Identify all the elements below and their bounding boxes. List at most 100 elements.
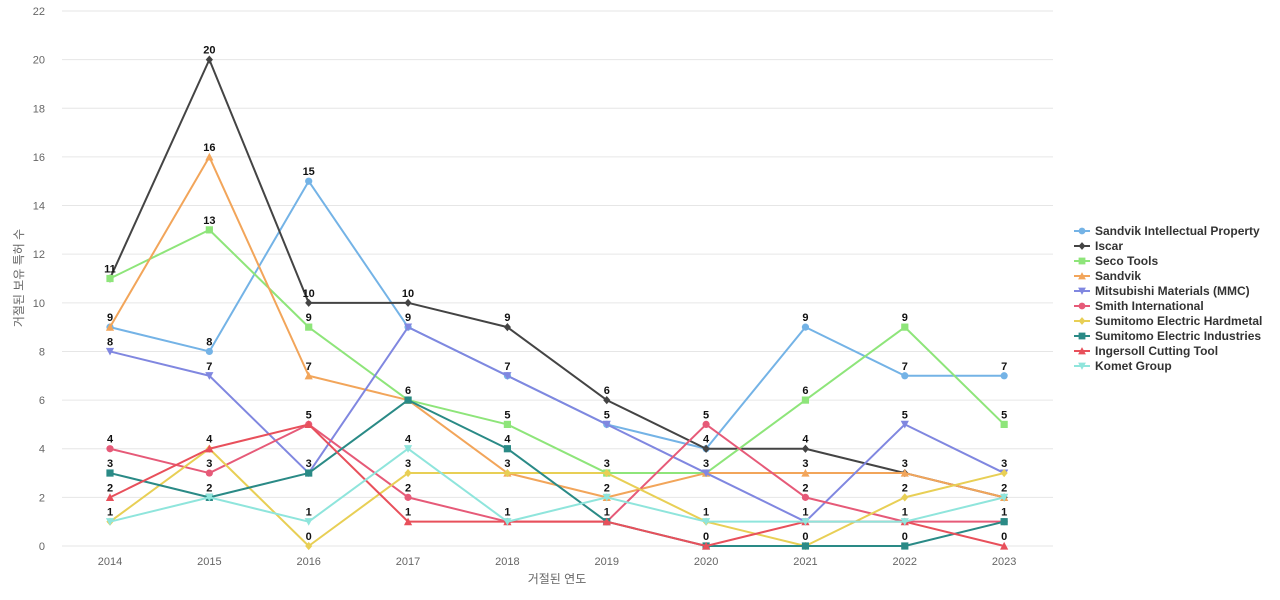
y-axis-ticks: 0 2 4 6 8 10 12 14 16 18 20 22 [33, 6, 45, 553]
data-label: 9 [504, 312, 510, 324]
data-point [105, 347, 115, 356]
data-point [602, 420, 611, 429]
legend-label: Komet Group [1095, 359, 1172, 373]
data-point [801, 518, 810, 526]
data-label: 3 [206, 458, 212, 470]
data-point [105, 323, 115, 331]
x-tick-label: 2022 [893, 556, 917, 568]
data-point [900, 518, 909, 526]
legend-label: Seco Tools [1095, 254, 1158, 268]
legend-item[interactable]: Seco Tools [1074, 254, 1158, 268]
y-tick-label: 4 [39, 444, 45, 456]
data-point [503, 323, 511, 332]
data-point [801, 323, 810, 331]
data-label: 9 [405, 312, 411, 324]
data-label: 3 [504, 458, 510, 470]
data-point [1000, 468, 1008, 478]
data-point [305, 541, 313, 551]
data-point [602, 493, 611, 502]
data-label: 1 [405, 507, 411, 519]
data-point [1000, 493, 1009, 502]
legend-marker [1078, 227, 1086, 235]
data-label: 1 [306, 507, 312, 519]
y-tick-label: 12 [33, 249, 45, 261]
y-axis-title: 거절된 보유 특허 수 [12, 229, 26, 327]
data-label: 8 [107, 336, 113, 348]
data-label: 4 [703, 434, 710, 446]
data-point [205, 493, 214, 502]
legend-item[interactable]: Smith International [1074, 299, 1204, 313]
data-point [603, 468, 611, 478]
legend-label: Smith International [1095, 299, 1204, 313]
data-point [603, 395, 611, 405]
y-tick-label: 2 [39, 492, 45, 504]
series-lines [105, 55, 1009, 551]
data-label: 1 [1001, 507, 1007, 519]
data-label: 10 [303, 288, 315, 300]
legend-label: Sumitomo Electric Industries [1095, 329, 1261, 343]
data-label: 7 [1001, 361, 1007, 373]
data-point [702, 518, 711, 526]
data-label: 6 [604, 385, 610, 397]
data-label: 1 [504, 507, 510, 519]
legend-label: Sandvik [1095, 269, 1141, 283]
data-label: 11 [104, 264, 116, 276]
legend-marker [1078, 302, 1086, 310]
legend-marker [1078, 272, 1086, 280]
legend-item[interactable]: Sandvik [1074, 269, 1141, 283]
legend-item[interactable]: Iscar [1074, 239, 1123, 253]
legend-label: Mitsubishi Materials (MMC) [1095, 284, 1250, 298]
legend-item[interactable]: Sandvik Intellectual Property [1074, 224, 1260, 238]
data-point [1000, 420, 1008, 429]
data-label: 20 [203, 45, 215, 57]
data-label: 1 [107, 507, 113, 519]
data-point [305, 298, 313, 307]
data-label: 3 [604, 458, 610, 470]
y-tick-label: 22 [33, 6, 45, 18]
data-label: 3 [902, 458, 908, 470]
data-label: 1 [902, 507, 908, 519]
data-point [1000, 541, 1009, 550]
data-point [404, 396, 412, 404]
legend-marker [1078, 362, 1086, 370]
data-label: 4 [107, 434, 114, 446]
data-point [304, 518, 313, 526]
data-point [305, 323, 313, 331]
data-label: 1 [703, 507, 709, 519]
data-label: 6 [405, 385, 411, 397]
series-line [109, 58, 1005, 499]
data-point [702, 541, 711, 550]
legend-item[interactable]: Sumitomo Electric Industries [1074, 329, 1261, 343]
data-point [503, 468, 511, 478]
data-point [702, 420, 710, 429]
series-group [106, 177, 1008, 453]
data-point [105, 518, 115, 526]
legend-item[interactable]: Ingersoll Cutting Tool [1074, 344, 1218, 358]
data-label: 3 [107, 458, 113, 470]
data-label: 7 [306, 361, 312, 373]
data-label: 1 [802, 507, 808, 519]
legend-item[interactable]: Mitsubishi Materials (MMC) [1074, 284, 1250, 298]
data-point [702, 469, 711, 478]
data-label: 7 [206, 361, 212, 373]
data-label: 0 [703, 531, 709, 543]
x-tick-label: 2016 [296, 556, 320, 568]
data-point [801, 542, 810, 550]
x-tick-label: 2020 [694, 556, 718, 568]
y-tick-label: 16 [33, 152, 45, 164]
data-point [404, 298, 412, 307]
x-tick-label: 2014 [98, 556, 122, 568]
data-labels: 1198432120161387432151097531010964321975… [104, 45, 1007, 543]
data-point [404, 493, 412, 501]
data-point [404, 468, 412, 478]
data-label: 2 [1001, 482, 1007, 494]
legend-item[interactable]: Sumitomo Electric Hardmetal [1074, 314, 1262, 328]
data-label: 5 [902, 409, 908, 421]
data-point [1000, 518, 1008, 526]
data-label: 9 [306, 312, 312, 324]
data-label: 3 [405, 458, 411, 470]
data-label: 5 [504, 409, 510, 421]
legend-item[interactable]: Komet Group [1074, 359, 1172, 373]
data-label: 6 [802, 385, 808, 397]
data-label: 7 [504, 361, 510, 373]
